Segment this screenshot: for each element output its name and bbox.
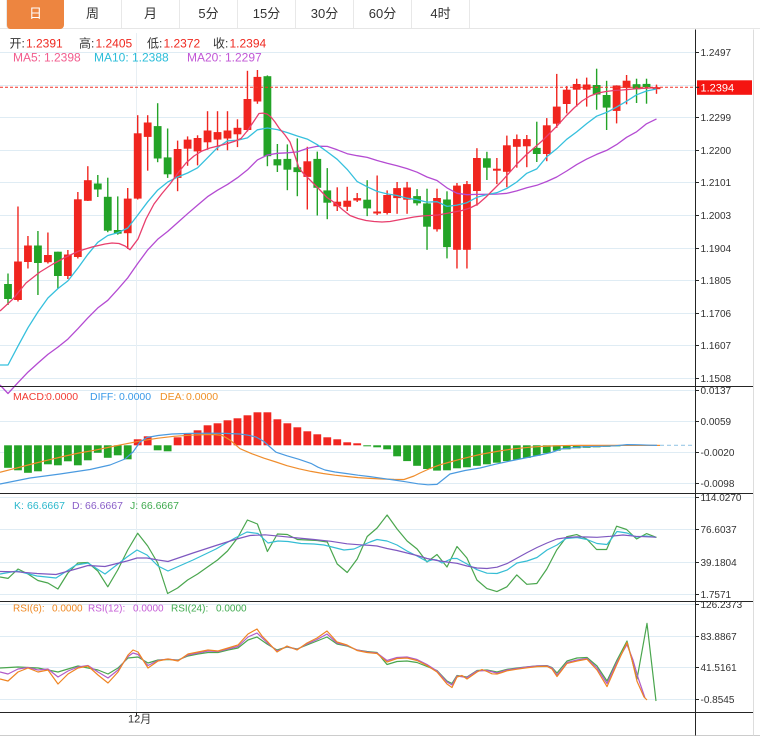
svg-text:DIFF:: DIFF: [90,391,116,403]
svg-text:RSI(6):: RSI(6): [13,604,45,615]
svg-text:41.5161: 41.5161 [701,663,738,674]
svg-text:1.2497: 1.2497 [701,48,732,59]
svg-text:1.2200: 1.2200 [701,146,732,157]
svg-text:收:: 收: [213,37,228,51]
svg-text:1.2299: 1.2299 [701,113,732,124]
svg-text:MA5:: MA5: [13,51,41,65]
svg-text:-0.0098: -0.0098 [701,479,735,490]
svg-text:开:: 开: [10,37,25,51]
svg-text:1.2405: 1.2405 [96,37,133,51]
svg-text:1.2394: 1.2394 [701,82,735,94]
svg-text:0.0000: 0.0000 [133,604,164,615]
svg-text:MACD:: MACD: [13,391,47,403]
svg-text:0.0000: 0.0000 [46,391,78,403]
svg-text:0.0000: 0.0000 [186,391,218,403]
svg-text:0.0000: 0.0000 [52,604,83,615]
svg-text:-0.0020: -0.0020 [701,448,735,459]
svg-text:1.7571: 1.7571 [701,590,732,601]
svg-text:1.2398: 1.2398 [44,51,81,65]
svg-text:1.1805: 1.1805 [701,276,732,287]
svg-text:高:: 高: [79,36,94,51]
svg-text:76.6037: 76.6037 [701,525,738,536]
svg-text:114.0270: 114.0270 [701,493,742,504]
svg-text:1.1904: 1.1904 [701,244,732,255]
svg-text:1.2372: 1.2372 [164,37,201,51]
svg-text:1.2394: 1.2394 [230,37,267,51]
svg-text:1.1508: 1.1508 [701,374,732,385]
svg-text:-0.8545: -0.8545 [701,695,735,706]
svg-text:66.6667: 66.6667 [85,500,123,512]
svg-text:RSI(12):: RSI(12): [88,604,125,615]
svg-text:66.6667: 66.6667 [141,500,179,512]
svg-text:83.8867: 83.8867 [701,632,738,643]
svg-text:D:: D: [72,500,83,512]
svg-text:MA10:: MA10: [94,51,129,65]
svg-text:K:: K: [14,500,24,512]
svg-text:1.1607: 1.1607 [701,341,732,352]
svg-text:12月: 12月 [128,714,151,726]
svg-text:1.2003: 1.2003 [701,211,732,222]
svg-text:1.1706: 1.1706 [701,309,732,320]
svg-text:J:: J: [130,500,138,512]
svg-text:0.0000: 0.0000 [216,604,247,615]
svg-text:MA20:: MA20: [187,51,222,65]
svg-text:DEA:: DEA: [160,391,185,403]
svg-text:1.2101: 1.2101 [701,178,732,189]
svg-text:1.2297: 1.2297 [225,51,262,65]
svg-text:低:: 低: [147,37,162,51]
svg-text:39.1804: 39.1804 [701,558,738,569]
svg-text:66.6667: 66.6667 [27,500,65,512]
svg-text:0.0059: 0.0059 [701,417,732,428]
svg-text:0.0000: 0.0000 [119,391,151,403]
svg-text:1.2391: 1.2391 [26,37,63,51]
svg-text:1.2388: 1.2388 [132,51,169,65]
svg-text:RSI(24):: RSI(24): [171,604,208,615]
svg-text:0.0137: 0.0137 [701,386,732,397]
svg-text:126.2373: 126.2373 [701,600,743,611]
